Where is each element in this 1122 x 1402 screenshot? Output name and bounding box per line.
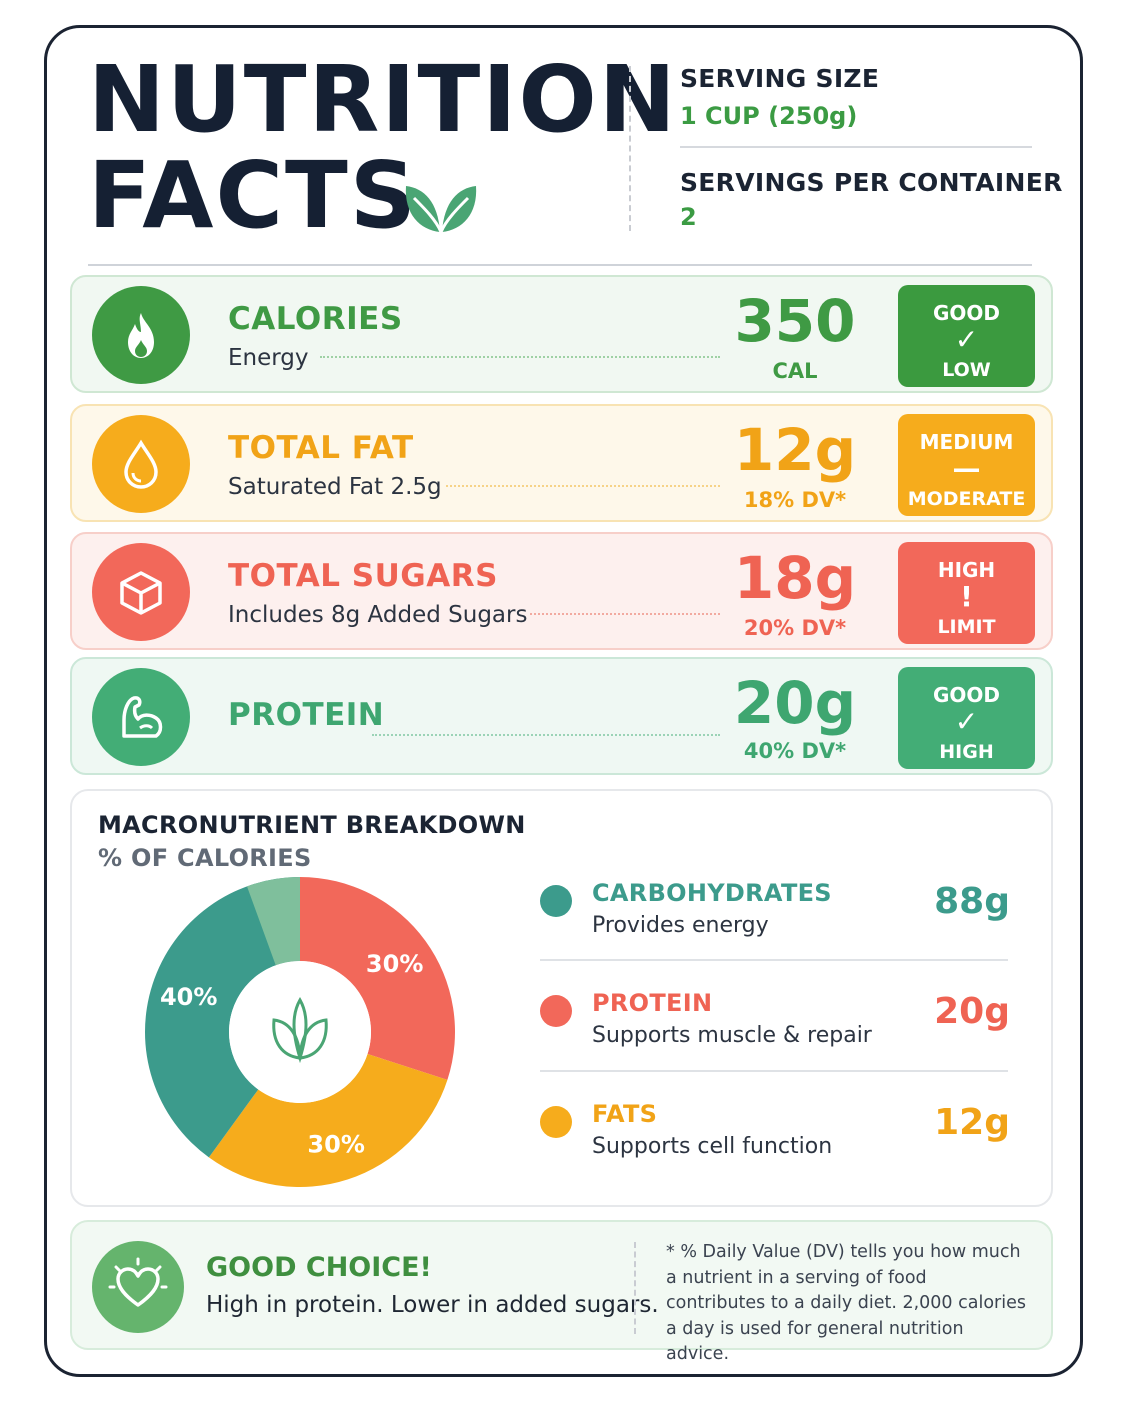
badge-top: GOOD — [932, 301, 1001, 325]
exclamation-icon: ! — [960, 580, 973, 613]
badge-top: HIGH — [937, 558, 996, 582]
legend-description: Provides energy — [592, 913, 769, 938]
legend-name: FATS — [592, 1100, 658, 1128]
check-icon: ✓ — [954, 323, 979, 356]
badge-top: GOOD — [932, 683, 1001, 707]
servings-label: SERVINGS PER CONTAINER — [680, 168, 1063, 197]
legend-dot — [540, 1106, 572, 1138]
legend-dot — [540, 995, 572, 1027]
cube-icon — [120, 571, 162, 615]
pie-label-fats: 30% — [307, 1130, 364, 1158]
nutrient-subtext: Energy — [228, 345, 309, 371]
sugars-icon-circle — [92, 543, 190, 641]
legend-item-fats: FATS Supports cell function 12g — [540, 1098, 1010, 1198]
nutrient-row-sugars: TOTAL SUGARS Includes 8g Added Sugars 18… — [70, 532, 1053, 650]
nutrient-unit: 40% DV* — [743, 739, 847, 763]
legend-description: Supports cell function — [592, 1134, 833, 1159]
pie-slice-fats — [208, 1053, 448, 1187]
fat-icon-circle — [92, 415, 190, 513]
footer-divider — [634, 1242, 636, 1334]
good-choice-text: High in protein. Lower in added sugars. — [206, 1292, 659, 1318]
status-badge: MEDIUM — MODERATE — [898, 414, 1035, 516]
leader-dots — [372, 734, 720, 736]
serving-size-value: 1 CUP (250g) — [680, 102, 858, 130]
nutrient-name: TOTAL SUGARS — [228, 558, 498, 594]
droplet-icon — [124, 439, 158, 489]
servings-value: 2 — [680, 203, 697, 231]
protein-icon-circle — [92, 668, 190, 766]
nutrient-name: PROTEIN — [228, 697, 385, 733]
macro-title: MACRONUTRIENT BREAKDOWN — [98, 811, 526, 839]
flame-icon — [128, 313, 154, 358]
pie-slice-carbohydrates — [144, 877, 300, 1158]
nutrient-unit: 20% DV* — [743, 616, 847, 640]
legend-description: Supports muscle & repair — [592, 1023, 872, 1048]
heart-icon — [108, 1257, 168, 1307]
status-badge: HIGH ! LIMIT — [898, 542, 1035, 644]
title-line-1: NUTRITION — [88, 46, 678, 153]
nutrient-value: 18g — [733, 544, 857, 612]
badge-bottom: MODERATE — [907, 488, 1026, 510]
calories-icon-circle — [92, 286, 190, 384]
status-badge: GOOD ✓ HIGH — [898, 667, 1035, 769]
check-icon: ✓ — [954, 705, 979, 738]
nutrient-unit: CAL — [772, 359, 818, 383]
nutrient-subtext: Includes 8g Added Sugars — [228, 602, 528, 628]
muscle-icon — [122, 696, 163, 738]
donut-center — [229, 961, 371, 1103]
title-line-2: FACTS — [88, 142, 419, 249]
page-title: NUTRITION FACTS — [88, 52, 678, 244]
nutrient-subtext: Saturated Fat 2.5g — [228, 474, 442, 500]
pie-highlight — [246, 877, 300, 966]
badge-top: MEDIUM — [919, 430, 1014, 454]
good-choice-panel: GOOD CHOICE! High in protein. Lower in a… — [70, 1220, 1053, 1364]
legend-item-carbohydrates: CARBOHYDRATES Provides energy 88g — [540, 877, 1010, 977]
nutrient-unit: 18% DV* — [743, 488, 847, 512]
serving-size-label: SERVING SIZE — [680, 64, 880, 93]
pie-slice-protein — [300, 877, 455, 1080]
header-rule — [88, 264, 1032, 266]
serving-divider — [680, 146, 1032, 148]
nutrient-row-fat: TOTAL FAT Saturated Fat 2.5g 12g 18% DV*… — [70, 404, 1053, 522]
nutrient-row-protein: PROTEIN 20g 40% DV* GOOD ✓ HIGH — [70, 657, 1053, 775]
macro-donut-chart: 30% 30% 40% — [144, 877, 455, 1187]
pie-label-protein: 30% — [366, 950, 423, 978]
badge-bottom: HIGH — [939, 741, 994, 763]
nutrient-value: 12g — [733, 416, 857, 484]
badge-bottom: LOW — [942, 359, 991, 381]
daily-value-footnote: * % Daily Value (DV) tells you how much … — [666, 1242, 1026, 1364]
legend-item-protein: PROTEIN Supports muscle & repair 20g — [540, 987, 1010, 1087]
good-choice-title: GOOD CHOICE! — [206, 1252, 432, 1283]
nutrient-name: TOTAL FAT — [228, 430, 414, 466]
nutrient-value: 350 — [734, 287, 856, 355]
legend-divider — [540, 1070, 1008, 1072]
legend-divider — [540, 959, 1008, 961]
macro-subtitle: % OF CALORIES — [98, 844, 312, 872]
leaf-icon — [405, 186, 477, 233]
legend-value: 20g — [934, 991, 1010, 1032]
heart-icon-circle — [92, 1241, 184, 1333]
header-divider — [629, 66, 631, 231]
nutrient-row-calories: CALORIES Energy 350 CAL GOOD ✓ LOW — [70, 275, 1053, 393]
leader-dots — [320, 356, 720, 358]
macronutrient-panel: MACRONUTRIENT BREAKDOWN % OF CALORIES 30… — [70, 789, 1053, 1207]
nutrient-value: 20g — [733, 669, 857, 737]
badge-bottom: LIMIT — [937, 616, 996, 638]
leaf-icon — [272, 996, 328, 1064]
nutrient-name: CALORIES — [228, 301, 403, 337]
leader-dots — [530, 613, 720, 615]
legend-value: 12g — [934, 1102, 1010, 1143]
legend-name: PROTEIN — [592, 989, 713, 1017]
pie-label-carbohydrates: 40% — [160, 983, 217, 1011]
status-badge: GOOD ✓ LOW — [898, 285, 1035, 387]
legend-name: CARBOHYDRATES — [592, 879, 832, 907]
legend-value: 88g — [934, 881, 1010, 922]
leader-dots — [446, 485, 720, 487]
dash-icon: — — [952, 452, 981, 485]
legend-dot — [540, 885, 572, 917]
